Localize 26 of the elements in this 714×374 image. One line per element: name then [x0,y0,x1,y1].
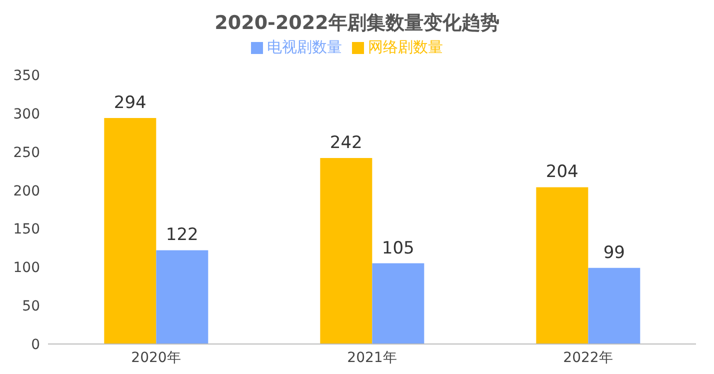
data-label: 105 [382,238,414,258]
data-label: 204 [546,162,578,182]
data-label: 294 [114,93,146,114]
x-tick-label: 2021年 [347,350,397,366]
bar [320,158,372,344]
x-tick-label: 2020年 [131,350,181,366]
y-tick-label: 0 [31,336,40,353]
legend-label: 网络剧数量 [368,38,443,56]
y-tick-label: 100 [13,260,40,276]
data-label: 242 [330,133,362,154]
y-tick-label: 300 [13,106,40,122]
x-tick-label: 2022年 [563,350,613,366]
legend-label: 电视剧数量 [267,38,342,56]
chart-title: 2020-2022年剧集数量变化趋势 [214,11,500,36]
bar [156,250,208,344]
data-label: 122 [166,225,198,246]
bar [588,268,640,344]
data-label: 99 [603,242,625,263]
y-tick-label: 250 [13,144,40,161]
y-tick-label: 150 [13,222,40,238]
y-tick-label: 50 [22,298,40,315]
bar [536,187,588,344]
bar [372,263,424,344]
y-tick-label: 350 [13,68,40,84]
y-tick-label: 200 [13,183,40,200]
bar [104,118,156,344]
